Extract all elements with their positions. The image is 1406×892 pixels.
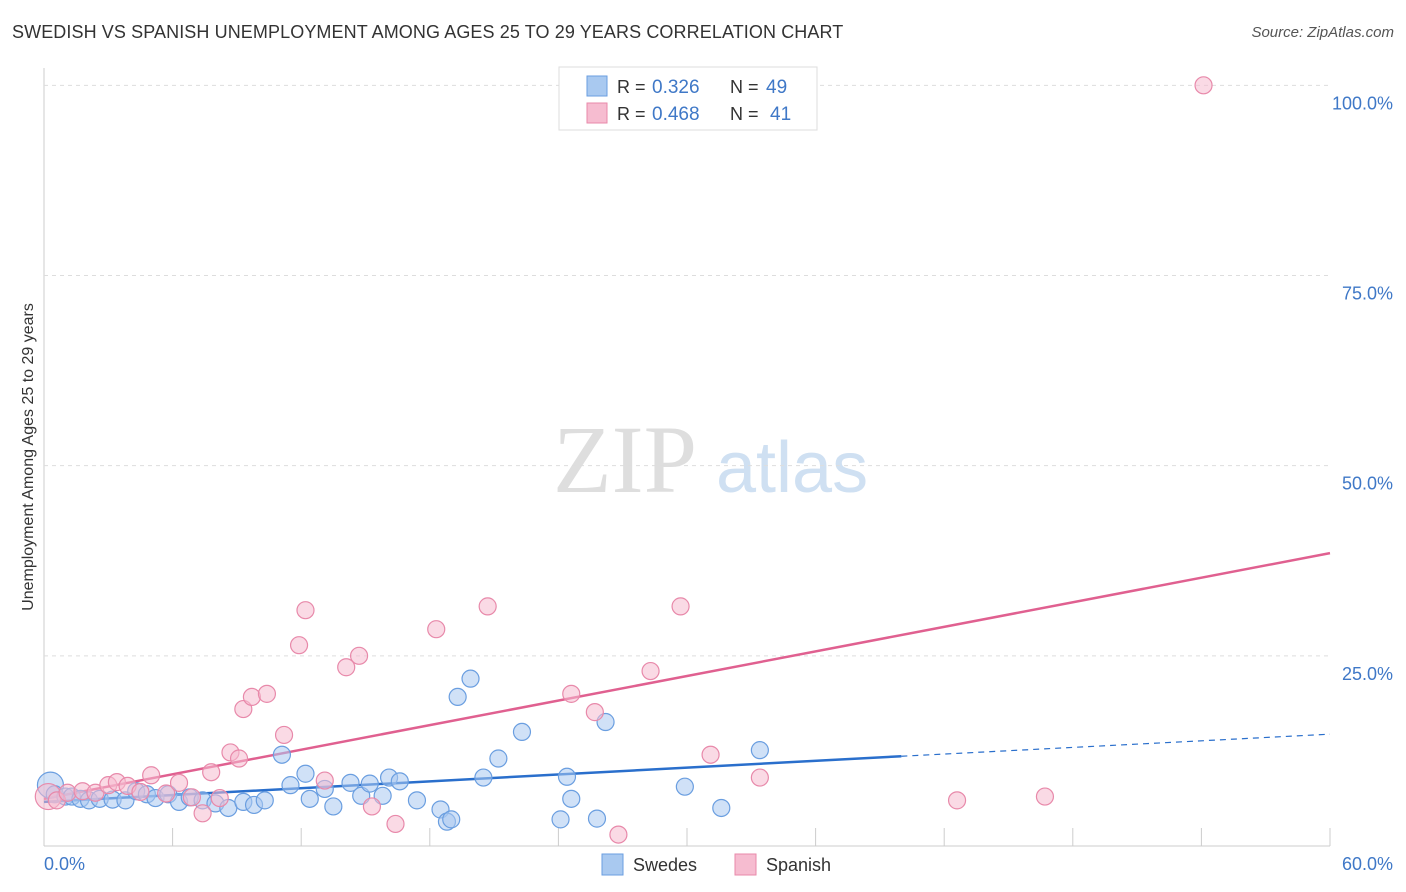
- data-point-swedes: [489, 749, 508, 768]
- data-point-swedes: [341, 773, 360, 792]
- series-legend: Swedes Spanish: [601, 853, 831, 876]
- series-legend-label-swedes: Swedes: [633, 855, 697, 875]
- legend-r-label-spanish: R =: [617, 104, 646, 124]
- data-point-swedes: [461, 669, 480, 688]
- legend-n-label-swedes: N =: [730, 77, 759, 97]
- data-point-spanish: [142, 766, 161, 785]
- series-legend-swatch-spanish: [734, 853, 757, 876]
- y-tick-label: 100.0%: [1332, 93, 1393, 113]
- data-point-spanish: [242, 687, 262, 707]
- data-point-swedes: [442, 810, 461, 829]
- data-point-swedes: [557, 767, 577, 786]
- data-point-spanish: [315, 771, 334, 790]
- data-point-swedes: [562, 789, 581, 808]
- x-tick-label-min: 0.0%: [44, 854, 85, 874]
- data-point-swedes: [750, 741, 769, 760]
- data-point-spanish: [585, 703, 604, 722]
- legend-r-label-swedes: R =: [617, 77, 646, 97]
- data-point-swedes: [512, 722, 532, 741]
- data-point-spanish: [1035, 787, 1055, 806]
- data-point-swedes: [407, 791, 427, 810]
- data-point-spanish: [193, 804, 212, 823]
- legend-n-value-swedes: 49: [766, 77, 787, 98]
- data-point-swedes: [551, 810, 570, 829]
- data-point-swedes: [281, 776, 300, 795]
- data-point-spanish: [182, 788, 201, 807]
- series-swedes: [36, 669, 769, 831]
- data-point-swedes: [587, 809, 607, 828]
- data-point-spanish: [229, 749, 249, 768]
- y-tick-label: 50.0%: [1342, 474, 1393, 494]
- watermark-zip: ZIP: [553, 406, 697, 513]
- data-point-spanish: [386, 814, 405, 834]
- legend-r-value-swedes: 0.326: [652, 77, 700, 98]
- data-point-swedes: [272, 745, 292, 764]
- series-spanish: [34, 76, 1213, 844]
- y-axis-label: Unemployment Among Ages 25 to 29 years: [20, 303, 37, 611]
- legend-n-label-spanish: N =: [730, 104, 759, 124]
- data-point-spanish: [609, 825, 628, 844]
- stats-legend: R = 0.326 N = 49 R = 0.468 N = 41: [558, 66, 818, 131]
- data-point-spanish: [296, 601, 315, 620]
- legend-n-value-spanish: 41: [770, 104, 791, 125]
- chart-title: SWEDISH VS SPANISH UNEMPLOYMENT AMONG AG…: [12, 22, 844, 42]
- data-point-spanish: [478, 597, 497, 616]
- data-point-spanish: [701, 745, 720, 764]
- y-tick-label: 25.0%: [1342, 664, 1393, 684]
- data-point-spanish: [289, 636, 309, 655]
- data-point-swedes: [390, 772, 409, 791]
- data-point-spanish: [947, 791, 967, 810]
- data-point-swedes: [255, 791, 274, 810]
- data-point-spanish: [427, 620, 446, 639]
- gridlines: [44, 84, 1330, 657]
- legend-swatch-spanish: [586, 102, 608, 124]
- y-axis-tick-labels: 25.0% 50.0% 75.0% 100.0%: [1332, 93, 1393, 684]
- data-point-spanish: [274, 725, 294, 745]
- data-point-spanish: [58, 783, 77, 802]
- legend-swatch-swedes: [586, 75, 608, 97]
- data-point-spanish: [210, 788, 229, 808]
- trend-line-extension-swedes: [901, 733, 1331, 757]
- y-tick-label: 75.0%: [1342, 283, 1393, 303]
- data-point-swedes: [360, 774, 379, 793]
- data-point-swedes: [324, 797, 343, 816]
- data-point-spanish: [349, 646, 369, 665]
- source-label: Source: ZipAtlas.com: [1251, 24, 1394, 41]
- data-point-spanish: [169, 773, 189, 792]
- data-point-swedes: [296, 764, 315, 783]
- x-tick-label-max: 60.0%: [1342, 854, 1393, 874]
- trend-line-spanish: [43, 551, 1331, 801]
- data-point-spanish: [131, 782, 150, 802]
- data-point-spanish: [562, 684, 581, 703]
- data-point-spanish: [750, 768, 769, 787]
- data-point-spanish: [362, 797, 382, 816]
- data-points: [34, 76, 1213, 844]
- data-point-swedes: [712, 798, 731, 818]
- legend-r-value-spanish: 0.468: [652, 104, 700, 125]
- data-point-spanish: [641, 661, 660, 681]
- watermark-atlas: atlas: [716, 428, 868, 508]
- data-point-swedes: [448, 687, 467, 707]
- series-legend-swatch-swedes: [601, 853, 624, 876]
- data-point-swedes: [474, 768, 493, 787]
- data-point-spanish: [671, 597, 690, 616]
- x-axis-ticks: [43, 828, 1331, 846]
- data-point-swedes: [300, 789, 319, 808]
- data-point-spanish: [337, 658, 356, 677]
- data-point-spanish: [202, 763, 221, 782]
- data-point-spanish: [1194, 76, 1213, 95]
- series-legend-label-spanish: Spanish: [766, 855, 831, 875]
- data-point-spanish: [257, 684, 277, 703]
- data-point-spanish: [157, 784, 176, 803]
- data-point-swedes: [675, 777, 694, 796]
